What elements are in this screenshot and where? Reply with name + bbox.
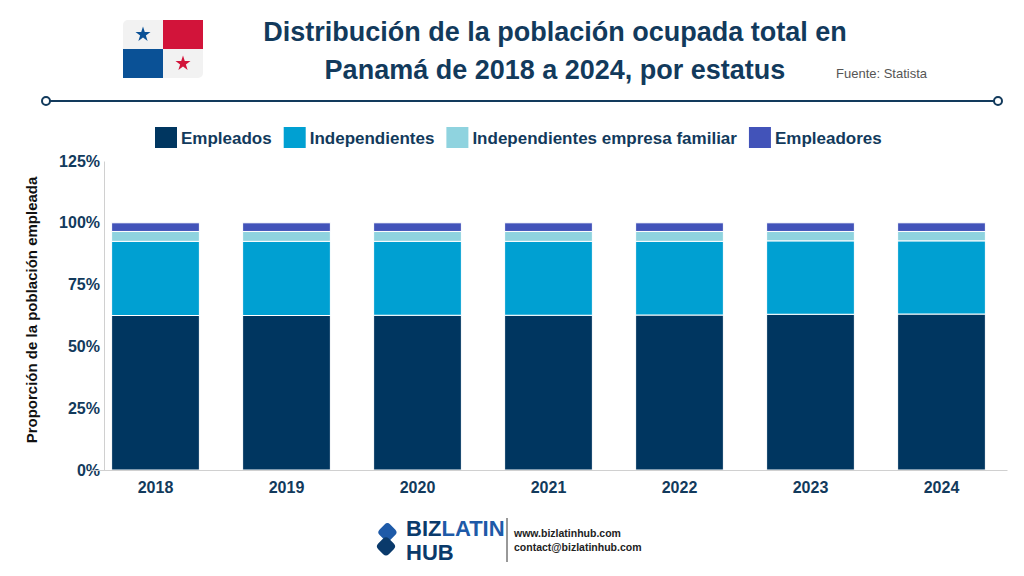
legend-label: Empleadores [775, 129, 882, 148]
x-tick: 2019 [269, 470, 305, 496]
bar-segment [112, 223, 200, 232]
bar-segment [243, 316, 331, 471]
logo-shape [375, 536, 396, 557]
logo-word: LATIN [441, 516, 504, 541]
logo-text: BIZLATIN [406, 516, 505, 541]
bar-segment [374, 223, 462, 232]
series [112, 314, 986, 470]
y-tick: 50% [68, 338, 104, 355]
y-tick-label: 100% [59, 214, 100, 231]
flag-star [135, 27, 150, 41]
logo-text: HUB [406, 540, 454, 565]
legend-label: Empleados [181, 129, 272, 148]
x-tick: 2020 [400, 470, 436, 496]
bar-segment [636, 223, 724, 232]
bar-segment [243, 231, 331, 241]
x-tick-label: 2018 [138, 479, 174, 496]
y-axis-title: Proporción de la población empleada [23, 176, 40, 443]
bar-segment [636, 231, 724, 241]
bar-segment [505, 231, 593, 241]
legend-swatch [155, 127, 177, 148]
source: Fuente: Statista [836, 66, 928, 81]
rule [46, 100, 998, 102]
legend-swatch [284, 127, 306, 148]
bar-segment [374, 315, 462, 470]
bar-segment [374, 241, 462, 315]
x-tick: 2023 [793, 470, 829, 496]
rule-end [994, 97, 1002, 105]
bar-segment [636, 315, 724, 470]
legend-swatch [749, 127, 771, 148]
bar-segment [898, 223, 986, 232]
legend-label: Independientes [310, 129, 435, 148]
legend: Empleados Independientes Independientes em… [155, 127, 882, 148]
flag-bg [123, 20, 203, 78]
bar-segment [767, 223, 855, 232]
title: Distribución de la población ocupada tot… [263, 17, 847, 85]
y-tick: 75% [68, 276, 104, 293]
footer-divider [507, 518, 508, 562]
x-tick-label: 2019 [269, 479, 305, 496]
y-axis: 0%25%50%75%100%125% [59, 153, 104, 479]
bar-segment [636, 241, 724, 315]
y-tick-label: 25% [68, 400, 100, 417]
bar-segment [898, 314, 986, 470]
bars [112, 223, 986, 470]
bar-segment [243, 241, 331, 315]
bar-segment [767, 231, 855, 240]
y-tick: 100% [59, 214, 104, 231]
legend-item: Independientes [284, 127, 435, 148]
bar-segment [767, 241, 855, 314]
y-tick: 125% [59, 153, 104, 170]
series [112, 231, 986, 241]
bar-segment [505, 223, 593, 232]
bar-segment [898, 231, 986, 240]
chart: Distribución de la población ocupada tot… [0, 0, 1024, 576]
bar-segment [112, 241, 200, 315]
flag-red [163, 20, 203, 49]
footer-email: contact@bizlatinhub.com [514, 541, 642, 553]
footer: BIZLATINHUB www.bizlatinhub.com contact@bi… [375, 516, 641, 565]
bar-segment [767, 314, 855, 470]
logo-icon [375, 522, 398, 557]
bar-segment [505, 241, 593, 315]
legend-item: Independientes empresa familiar [446, 127, 737, 148]
x-tick-label: 2024 [924, 479, 960, 496]
series [112, 241, 986, 316]
x-tick-label: 2022 [662, 479, 698, 496]
legend-item: Empleados [155, 127, 272, 148]
x-tick-label: 2020 [400, 479, 436, 496]
y-tick-label: 125% [59, 153, 100, 170]
x-tick: 2021 [531, 470, 567, 496]
x-tick: 2022 [662, 470, 698, 496]
bar-segment [112, 316, 200, 471]
x-axis: 2018 2019 2020 2021 2022 2023 2024 [91, 470, 1008, 496]
legend-label: Independientes empresa familiar [472, 129, 737, 148]
bar-segment [898, 241, 986, 314]
y-axis-line [104, 162, 105, 471]
x-tick: 2024 [924, 470, 960, 496]
x-axis-line [91, 470, 1008, 471]
title-line: Distribución de la población ocupada tot… [263, 17, 847, 47]
footer-url: www.bizlatinhub.com [513, 527, 621, 539]
bar-segment [505, 315, 593, 470]
legend-swatch [446, 127, 468, 148]
flag-blue [123, 49, 163, 78]
y-tick-label: 50% [68, 338, 100, 355]
bar-segment [243, 223, 331, 232]
logo-word: BIZ [406, 516, 441, 541]
flag-star [175, 56, 190, 70]
bar-segment [112, 231, 200, 241]
x-tick-label: 2021 [531, 479, 567, 496]
bar-segment [374, 231, 462, 241]
legend-item: Empleadores [749, 127, 882, 148]
x-tick-label: 2023 [793, 479, 829, 496]
flag [123, 20, 203, 78]
rule-end [42, 97, 50, 105]
series [112, 223, 986, 232]
y-tick-label: 75% [68, 276, 100, 293]
y-tick: 25% [68, 400, 104, 417]
x-tick: 2018 [138, 470, 174, 496]
title-line: Panamá de 2018 a 2024, por estatus [325, 55, 786, 85]
